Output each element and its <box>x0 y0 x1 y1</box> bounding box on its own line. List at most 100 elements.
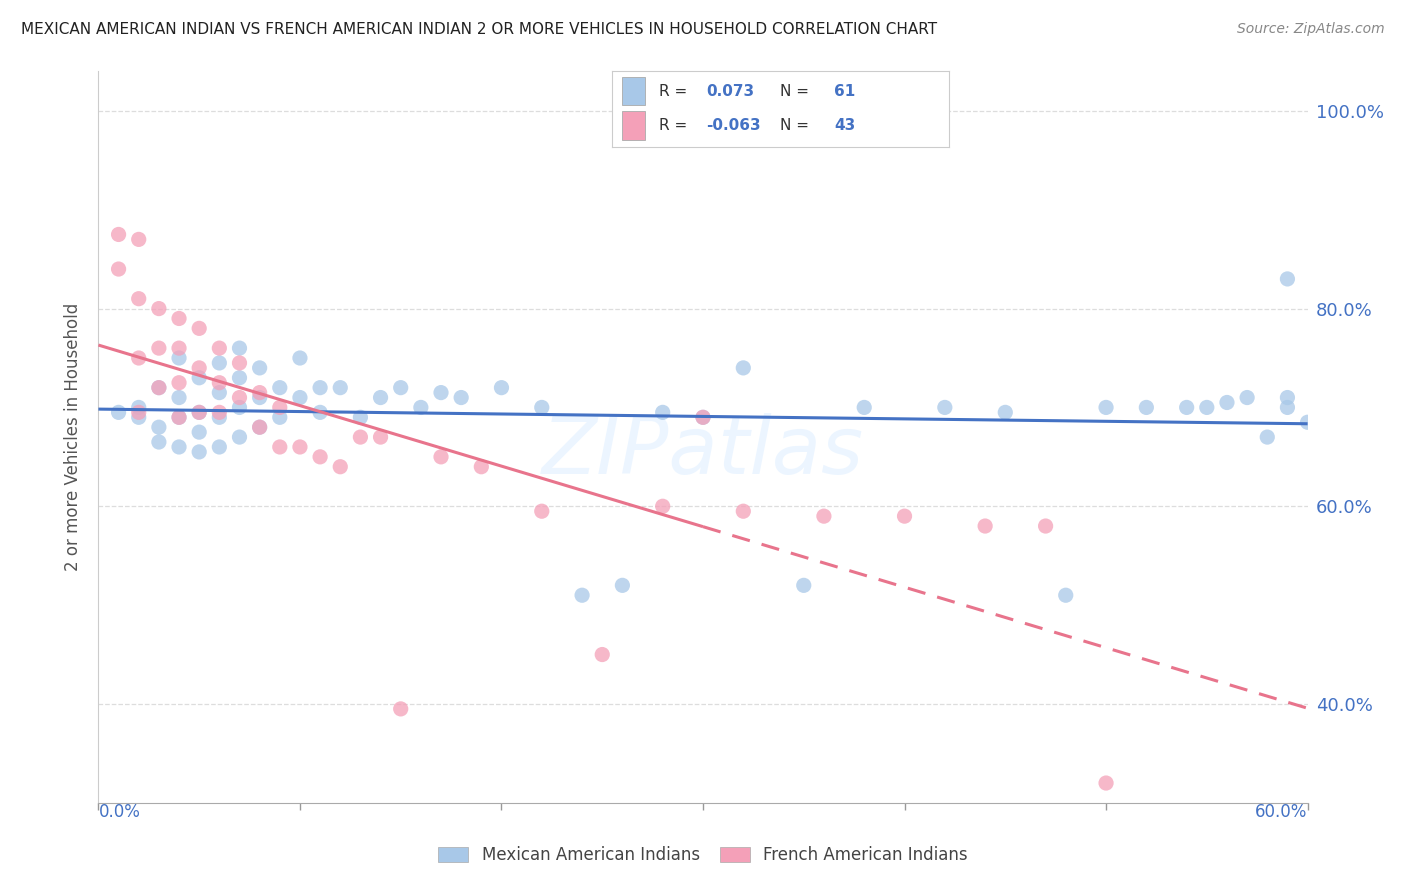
Point <box>470 459 492 474</box>
Point <box>208 341 231 355</box>
Point <box>167 391 190 405</box>
Point <box>651 500 673 514</box>
Point <box>1095 401 1118 415</box>
Point <box>228 430 250 444</box>
FancyBboxPatch shape <box>621 77 645 105</box>
Point <box>107 405 129 419</box>
Text: Source: ZipAtlas.com: Source: ZipAtlas.com <box>1237 22 1385 37</box>
Text: R =: R = <box>659 84 692 99</box>
Point <box>389 381 412 395</box>
Point <box>530 504 553 518</box>
Text: 61: 61 <box>834 84 856 99</box>
Point <box>733 504 755 518</box>
Point <box>430 450 453 464</box>
Point <box>269 440 291 454</box>
Point <box>409 401 432 415</box>
Point <box>148 301 170 316</box>
Point <box>208 376 231 390</box>
Point <box>208 356 231 370</box>
Point <box>128 401 150 415</box>
Point <box>208 385 231 400</box>
Point <box>249 391 271 405</box>
Point <box>269 410 291 425</box>
Text: 0.073: 0.073 <box>706 84 754 99</box>
Point <box>228 391 250 405</box>
Text: 43: 43 <box>834 118 856 133</box>
Point <box>813 509 835 524</box>
Legend: Mexican American Indians, French American Indians: Mexican American Indians, French America… <box>439 846 967 864</box>
Point <box>1054 588 1077 602</box>
Point <box>370 391 392 405</box>
Point <box>188 371 211 385</box>
Point <box>491 381 513 395</box>
Point <box>128 232 150 246</box>
Point <box>1035 519 1057 533</box>
Point <box>107 262 129 277</box>
Point <box>167 376 190 390</box>
Point <box>167 440 190 454</box>
Point <box>148 381 170 395</box>
Point <box>269 381 291 395</box>
Point <box>208 405 231 419</box>
Point <box>167 410 190 425</box>
Point <box>128 410 150 425</box>
Text: 0.0%: 0.0% <box>98 803 141 821</box>
Point <box>167 341 190 355</box>
Text: ZIPatlas: ZIPatlas <box>541 413 865 491</box>
Point <box>893 509 915 524</box>
Point <box>208 410 231 425</box>
Point <box>692 410 714 425</box>
Point <box>269 401 291 415</box>
Text: -0.063: -0.063 <box>706 118 761 133</box>
Text: R =: R = <box>659 118 692 133</box>
Point <box>188 445 211 459</box>
Point <box>228 356 250 370</box>
Point <box>934 401 956 415</box>
Point <box>430 385 453 400</box>
Point <box>1256 430 1278 444</box>
Point <box>148 381 170 395</box>
Text: MEXICAN AMERICAN INDIAN VS FRENCH AMERICAN INDIAN 2 OR MORE VEHICLES IN HOUSEHOL: MEXICAN AMERICAN INDIAN VS FRENCH AMERIC… <box>21 22 938 37</box>
Point <box>288 440 311 454</box>
Point <box>128 292 150 306</box>
Point <box>692 410 714 425</box>
Point <box>228 341 250 355</box>
Point <box>349 430 371 444</box>
Point <box>249 420 271 434</box>
Point <box>612 578 634 592</box>
Point <box>994 405 1017 419</box>
Point <box>228 401 250 415</box>
Point <box>148 341 170 355</box>
Point <box>249 420 271 434</box>
Point <box>450 391 472 405</box>
Point <box>733 360 755 375</box>
Point <box>1095 776 1118 790</box>
Point <box>167 351 190 365</box>
Point <box>571 588 593 602</box>
Point <box>591 648 613 662</box>
Point <box>1277 401 1299 415</box>
Point <box>370 430 392 444</box>
Point <box>793 578 815 592</box>
Text: 60.0%: 60.0% <box>1256 803 1308 821</box>
Point <box>1277 272 1299 286</box>
FancyBboxPatch shape <box>621 111 645 140</box>
Point <box>309 450 332 464</box>
Point <box>249 360 271 375</box>
Point <box>249 385 271 400</box>
Point <box>188 405 211 419</box>
Point <box>853 401 876 415</box>
Point <box>329 459 352 474</box>
Point <box>974 519 997 533</box>
Point <box>167 311 190 326</box>
Point <box>309 405 332 419</box>
Point <box>188 405 211 419</box>
Point <box>188 360 211 375</box>
Point <box>288 391 311 405</box>
Point <box>208 440 231 454</box>
Point <box>128 405 150 419</box>
Point <box>1296 415 1319 429</box>
Point <box>288 351 311 365</box>
Y-axis label: 2 or more Vehicles in Household: 2 or more Vehicles in Household <box>65 303 83 571</box>
Point <box>349 410 371 425</box>
